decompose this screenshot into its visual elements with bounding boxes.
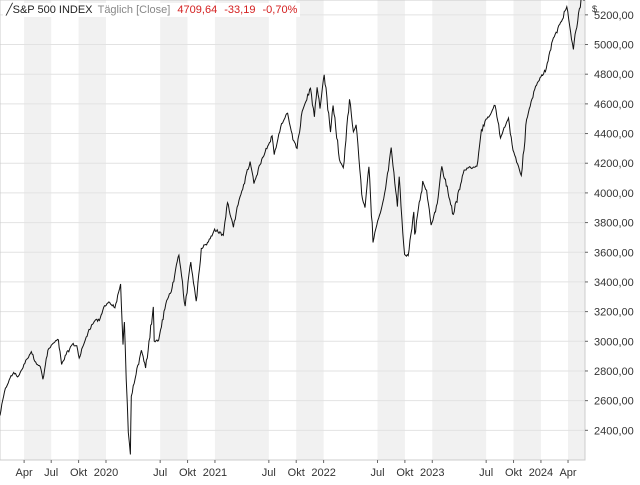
x-tick-label: Jul — [262, 467, 276, 479]
x-tick-label: Apr — [559, 467, 576, 479]
y-tick-label: 4400,00 — [594, 129, 634, 141]
x-tick-label: Jul — [44, 467, 58, 479]
period-stripe — [160, 0, 188, 460]
y-tick-label: 4800,00 — [594, 69, 634, 81]
chart-title: S&P 500 INDEX — [12, 4, 93, 16]
period-stripe — [568, 0, 585, 460]
x-tick-label: Okt — [396, 467, 413, 479]
period-stripe — [296, 0, 324, 460]
y-axis-unit: $ — [592, 4, 597, 14]
period-stripe — [377, 0, 405, 460]
plot-border — [0, 0, 586, 461]
period-stripe — [24, 0, 52, 460]
x-axis: Apr Jul Okt 2020 Jul Okt 2021 Jul Okt 2022 Jul Okt 2… — [16, 460, 577, 479]
price-line — [0, 0, 585, 455]
y-tick-label: 3200,00 — [594, 307, 634, 319]
y-tick-label: 3600,00 — [594, 247, 634, 259]
y-tick-label: 2400,00 — [594, 425, 634, 437]
gridlines — [0, 14, 585, 431]
change-percent: -0,70% — [262, 4, 298, 16]
y-tick-label: 2600,00 — [594, 396, 634, 408]
y-tick-label: 5000,00 — [594, 40, 634, 52]
x-tick-label: Jul — [370, 467, 384, 479]
period-stripe — [513, 0, 541, 460]
legend-line-icon: ╱ — [6, 4, 13, 16]
chart-legend: ╱S&P 500 INDEX Täglich [Close] 4709,64 -… — [3, 3, 301, 17]
y-tick-label: 5200,00 — [594, 10, 634, 22]
x-tick-label: Jul — [153, 467, 167, 479]
chart-period: Täglich [Close] — [97, 4, 171, 16]
period-stripe — [432, 0, 487, 460]
x-tick-label: Okt — [70, 467, 87, 479]
x-tick-label: Apr — [16, 467, 33, 479]
period-stripe — [214, 0, 269, 460]
x-tick-label: 2021 — [203, 467, 227, 479]
x-tick-label: 2022 — [311, 467, 335, 479]
last-value: 4709,64 — [177, 4, 218, 16]
y-tick-label: 2800,00 — [594, 366, 634, 378]
y-axis: $ 2400,00 2600,00 2800,00 3000,00 3200,00 340… — [585, 4, 634, 437]
y-tick-label: 4600,00 — [594, 99, 634, 111]
x-tick-label: 2023 — [420, 467, 444, 479]
x-tick-label: Okt — [179, 467, 196, 479]
period-stripe — [78, 0, 106, 460]
x-tick-label: 2024 — [529, 467, 553, 479]
y-tick-label: 3400,00 — [594, 277, 634, 289]
x-tick-label: Okt — [505, 467, 522, 479]
y-tick-label: 4000,00 — [594, 188, 634, 200]
change-value: -33,19 — [224, 4, 256, 16]
x-tick-label: 2020 — [94, 467, 118, 479]
y-tick-label: 3800,00 — [594, 218, 634, 230]
y-tick-label: 3000,00 — [594, 336, 634, 348]
y-tick-label: 4200,00 — [594, 158, 634, 170]
x-tick-label: Okt — [288, 467, 305, 479]
x-tick-label: Jul — [479, 467, 493, 479]
